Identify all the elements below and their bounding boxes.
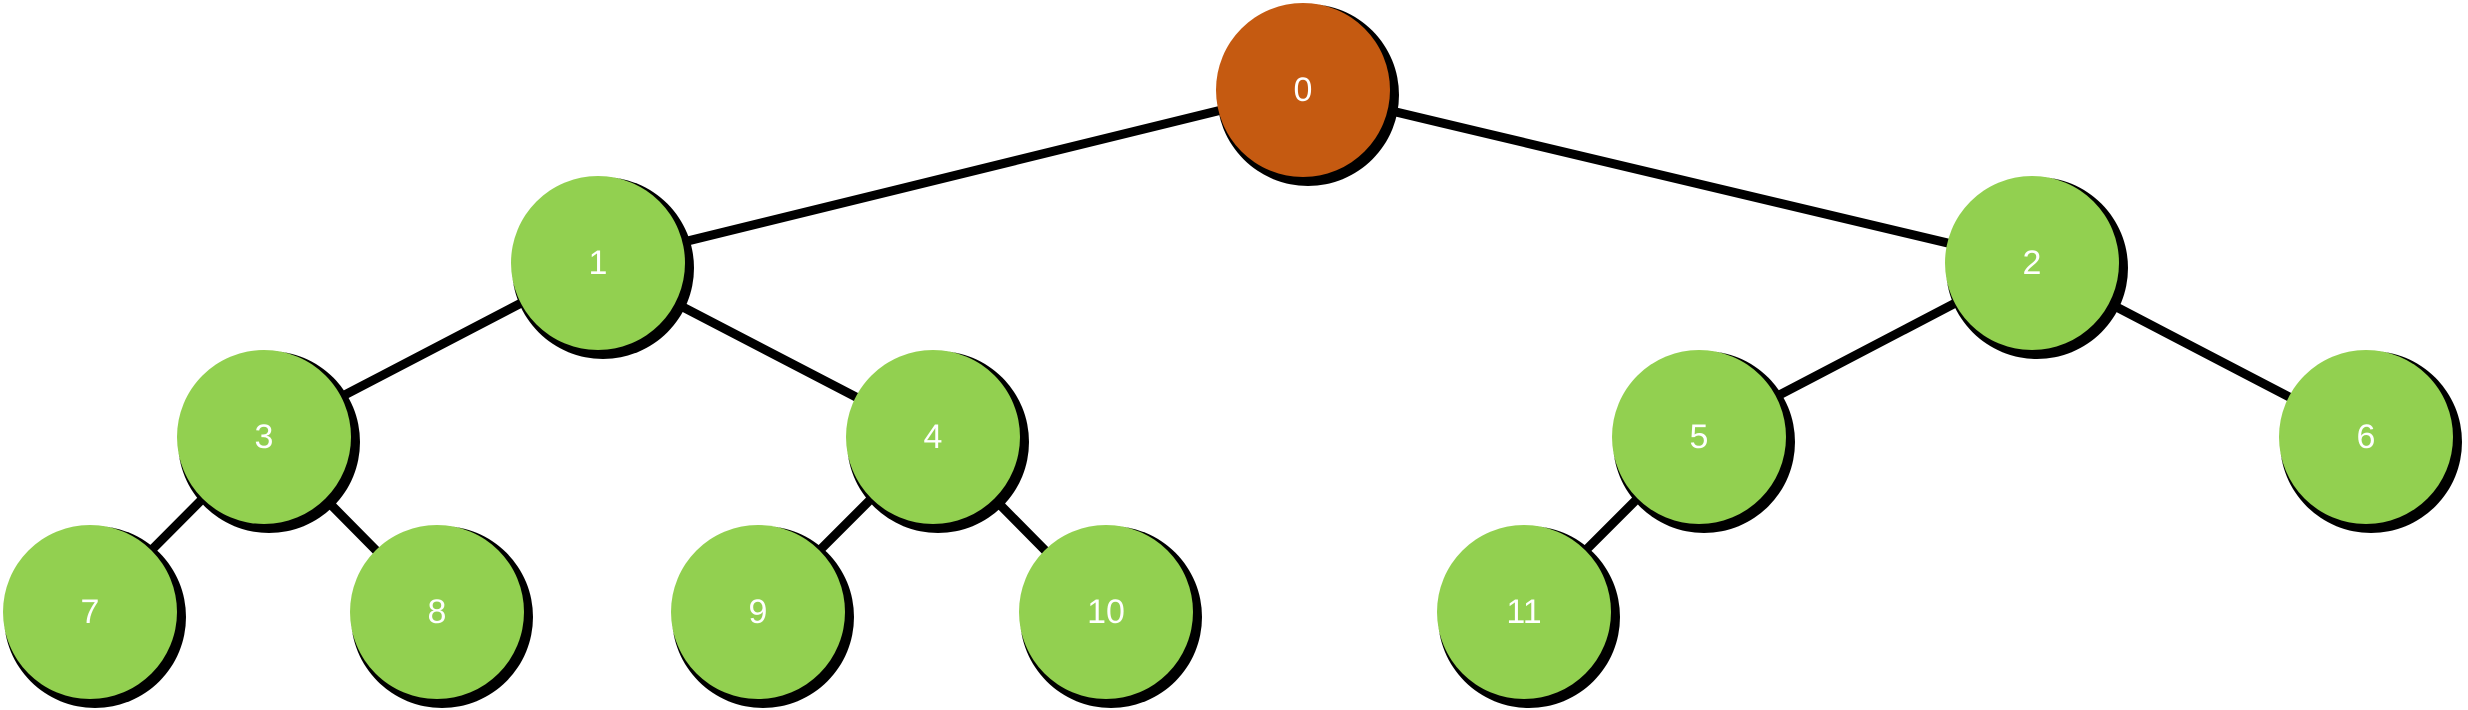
tree-node-3: 3 [177, 350, 360, 533]
edge-0-2 [1298, 85, 2037, 268]
tree-node-2: 2 [1945, 176, 2128, 359]
node-circle [1612, 350, 1786, 524]
node-label: 8 [428, 593, 447, 631]
node-label: 6 [2357, 418, 2376, 456]
node-circle [2279, 350, 2453, 524]
tree-node-11: 11 [1437, 525, 1620, 708]
node-label: 9 [749, 593, 768, 631]
node-circle [1437, 525, 1611, 699]
node-label: 7 [81, 593, 100, 631]
edge-0-1 [593, 85, 1308, 268]
tree-node-9: 9 [671, 525, 854, 708]
node-label: 5 [1690, 418, 1709, 456]
node-circle [671, 525, 845, 699]
node-circle [846, 350, 1020, 524]
node-circle [511, 176, 685, 350]
node-label: 3 [255, 418, 274, 456]
tree-node-10: 10 [1019, 525, 1202, 708]
tree-node-4: 4 [846, 350, 1029, 533]
node-label: 0 [1294, 71, 1313, 109]
tree-node-0: 0 [1216, 3, 1399, 186]
tree-node-1: 1 [511, 176, 694, 359]
node-label: 2 [2023, 244, 2042, 282]
node-label: 4 [924, 418, 943, 456]
node-circle [1019, 525, 1193, 699]
node-label: 11 [1506, 593, 1541, 631]
node-label: 10 [1087, 593, 1125, 631]
node-circle [3, 525, 177, 699]
tree-node-8: 8 [350, 525, 533, 708]
node-circle [177, 350, 351, 524]
tree-node-7: 7 [3, 525, 186, 708]
node-circle [350, 525, 524, 699]
node-label: 1 [589, 244, 608, 282]
tree-nodes: 0 1 2 3 4 5 6 7 8 9 10 11 [3, 3, 2462, 708]
tree-node-5: 5 [1612, 350, 1795, 533]
node-circle [1945, 176, 2119, 350]
root-node-circle [1216, 3, 1390, 177]
tree-node-6: 6 [2279, 350, 2462, 533]
